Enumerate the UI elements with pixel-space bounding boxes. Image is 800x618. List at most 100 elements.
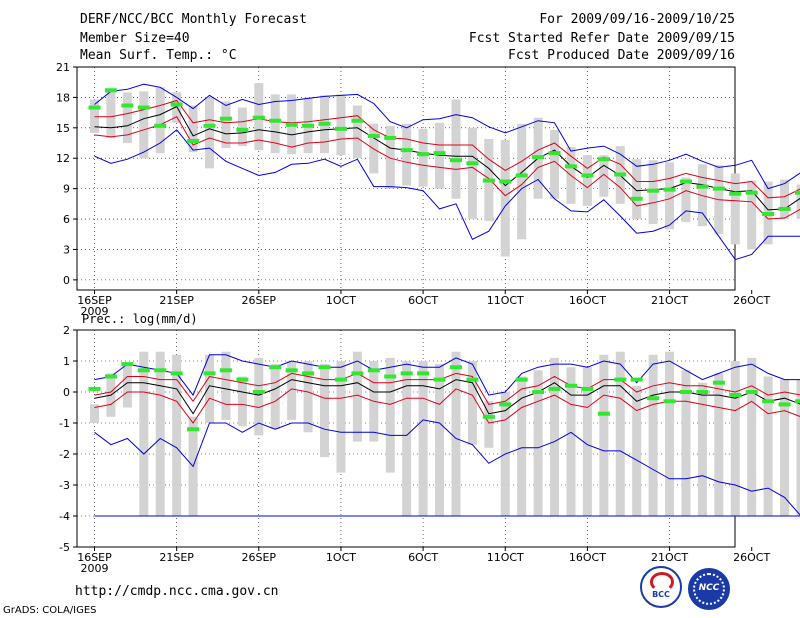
ensemble-bar [270, 94, 280, 154]
member-marker [104, 88, 117, 93]
member-size: Member Size=40 [80, 31, 190, 46]
refer-date: Fcst Started Refer Date 2009/09/15 [468, 31, 735, 46]
ensemble-bar [681, 370, 691, 516]
y-tick-label: 15 [56, 122, 70, 135]
member-marker [729, 191, 742, 196]
ensemble-bar [90, 99, 99, 133]
min-line [94, 419, 800, 516]
member-marker [679, 390, 692, 394]
ensemble-bar [155, 351, 165, 516]
x-tick-label: 6OCT [408, 551, 438, 564]
ensemble-bar [582, 367, 592, 516]
member-marker [548, 386, 561, 391]
ensemble-bar [517, 376, 527, 516]
member-marker [269, 365, 282, 370]
y-tick-label: 18 [56, 91, 70, 104]
x-tick-label: 21SEP [159, 551, 194, 564]
member-marker [351, 118, 364, 123]
member-marker [696, 184, 709, 189]
y-tick-label: 1 [63, 355, 70, 368]
member-marker [121, 103, 134, 108]
member-marker [433, 377, 446, 382]
ensemble-bar [599, 155, 609, 197]
ensemble-bar [385, 357, 395, 473]
y-tick-label: 0 [63, 386, 70, 399]
ensemble-bar [303, 361, 313, 433]
x-tick-label: 1OCT [326, 294, 356, 307]
member-marker [630, 196, 643, 201]
ensemble-bar [796, 184, 800, 220]
bcc-logo-swirl-icon [650, 572, 674, 592]
member-marker [729, 393, 742, 398]
member-marker [712, 380, 725, 385]
ensemble-bar [336, 361, 346, 473]
median-line [94, 105, 800, 211]
y-tick-label: 12 [56, 152, 70, 165]
member-marker [647, 396, 660, 401]
member-marker [466, 377, 479, 382]
ensemble-bar [418, 128, 428, 187]
chart-panel-2: -5 -4 -3 -2 -1 0 1 2 16SEP 21SEP 26SEP 1OCT 6OCT 11OC… [59, 324, 800, 575]
ensemble-bar [172, 354, 182, 516]
member-marker [515, 173, 528, 178]
ensemble-bar [385, 125, 395, 189]
member-marker [252, 390, 265, 394]
member-marker [137, 105, 150, 110]
member-marker [433, 151, 446, 156]
member-marker [630, 377, 643, 382]
ensemble-bar [418, 361, 428, 516]
source-url[interactable]: http://cmdp.ncc.cma.gov.cn [75, 584, 279, 599]
y-tick-label: 9 [63, 183, 70, 196]
ensemble-bar [550, 129, 560, 199]
member-marker [334, 126, 347, 131]
member-marker [794, 190, 800, 195]
member-marker [236, 127, 249, 132]
member-marker [88, 386, 101, 391]
x-year-label: 2009 [81, 305, 109, 318]
forecast-period: For 2009/09/16-2009/10/25 [539, 12, 735, 27]
y-tick-label: 3 [63, 243, 70, 256]
member-marker [154, 368, 167, 373]
variable-label-temp: Mean Surf. Temp.: °C [80, 48, 237, 63]
member-marker [187, 427, 200, 432]
ensemble-bar [648, 354, 658, 516]
member-marker [367, 133, 380, 138]
member-marker [597, 411, 610, 416]
y-tick-label: -3 [59, 479, 70, 492]
ensemble-bar [780, 379, 790, 516]
ensemble-bar [320, 364, 330, 458]
ensemble-bar [122, 364, 132, 408]
x-tick-label: 11OCT [487, 551, 524, 564]
member-marker [400, 148, 413, 153]
member-marker [351, 371, 364, 376]
x-tick-label: 21OCT [651, 551, 688, 564]
y-tick-label: 2 [63, 324, 70, 337]
member-marker [449, 158, 462, 163]
member-marker [696, 390, 709, 394]
member-marker [581, 173, 594, 178]
ensemble-bar [287, 361, 297, 420]
member-marker [532, 390, 545, 394]
member-marker [745, 190, 758, 195]
ensemble-bar [632, 159, 642, 220]
member-marker [762, 211, 775, 216]
ncc-logo-text: NCC [698, 583, 720, 593]
member-marker [121, 362, 134, 367]
member-marker [285, 122, 298, 127]
ensemble-bar [566, 367, 576, 516]
ensemble-bar [336, 94, 346, 156]
ensemble-bar [550, 357, 560, 516]
x-tick-label: 26OCT [733, 551, 770, 564]
member-marker [187, 138, 200, 143]
ensemble-bar [730, 173, 740, 245]
member-marker [203, 123, 216, 128]
member-marker [679, 179, 692, 184]
ensemble-bar [582, 155, 592, 206]
x-tick-label: 26OCT [733, 294, 770, 307]
member-marker [564, 383, 577, 388]
x-tick-label: 21OCT [651, 294, 688, 307]
y-tick-label: -1 [59, 417, 70, 430]
produced-date: Fcst Produced Date 2009/09/16 [508, 48, 735, 63]
ensemble-bar [205, 97, 215, 169]
